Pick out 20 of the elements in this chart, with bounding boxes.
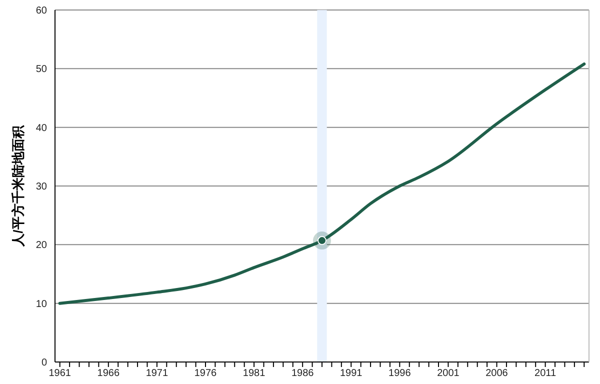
y-tick-label: 50 bbox=[36, 64, 48, 76]
line-series bbox=[58, 62, 586, 305]
y-tick-label: 30 bbox=[36, 182, 48, 193]
y-tick-label: 60 bbox=[36, 6, 48, 17]
x-tick-label: 1991 bbox=[340, 368, 363, 380]
x-tick-label: 2006 bbox=[486, 368, 508, 380]
y-tick-label: 0 bbox=[41, 358, 48, 369]
x-tick-label: 1986 bbox=[291, 368, 314, 380]
y-tick-label: 40 bbox=[36, 122, 48, 134]
x-tick-label: 1981 bbox=[242, 368, 266, 380]
x-tick-label: 2011 bbox=[534, 368, 556, 380]
x-tick-label: 1961 bbox=[48, 368, 72, 380]
x-tick-label: 1976 bbox=[194, 368, 218, 380]
y-tick-label: 20 bbox=[36, 240, 48, 252]
x-tick-label: 1966 bbox=[97, 368, 120, 380]
x-tick-label: 1971 bbox=[146, 368, 169, 380]
x-tick-label: 1996 bbox=[388, 368, 412, 380]
y-tick-label: 10 bbox=[36, 298, 48, 310]
x-tick-label: 2001 bbox=[437, 368, 460, 380]
y-axis-title: 人/平方千米陆地面积 bbox=[10, 124, 26, 248]
